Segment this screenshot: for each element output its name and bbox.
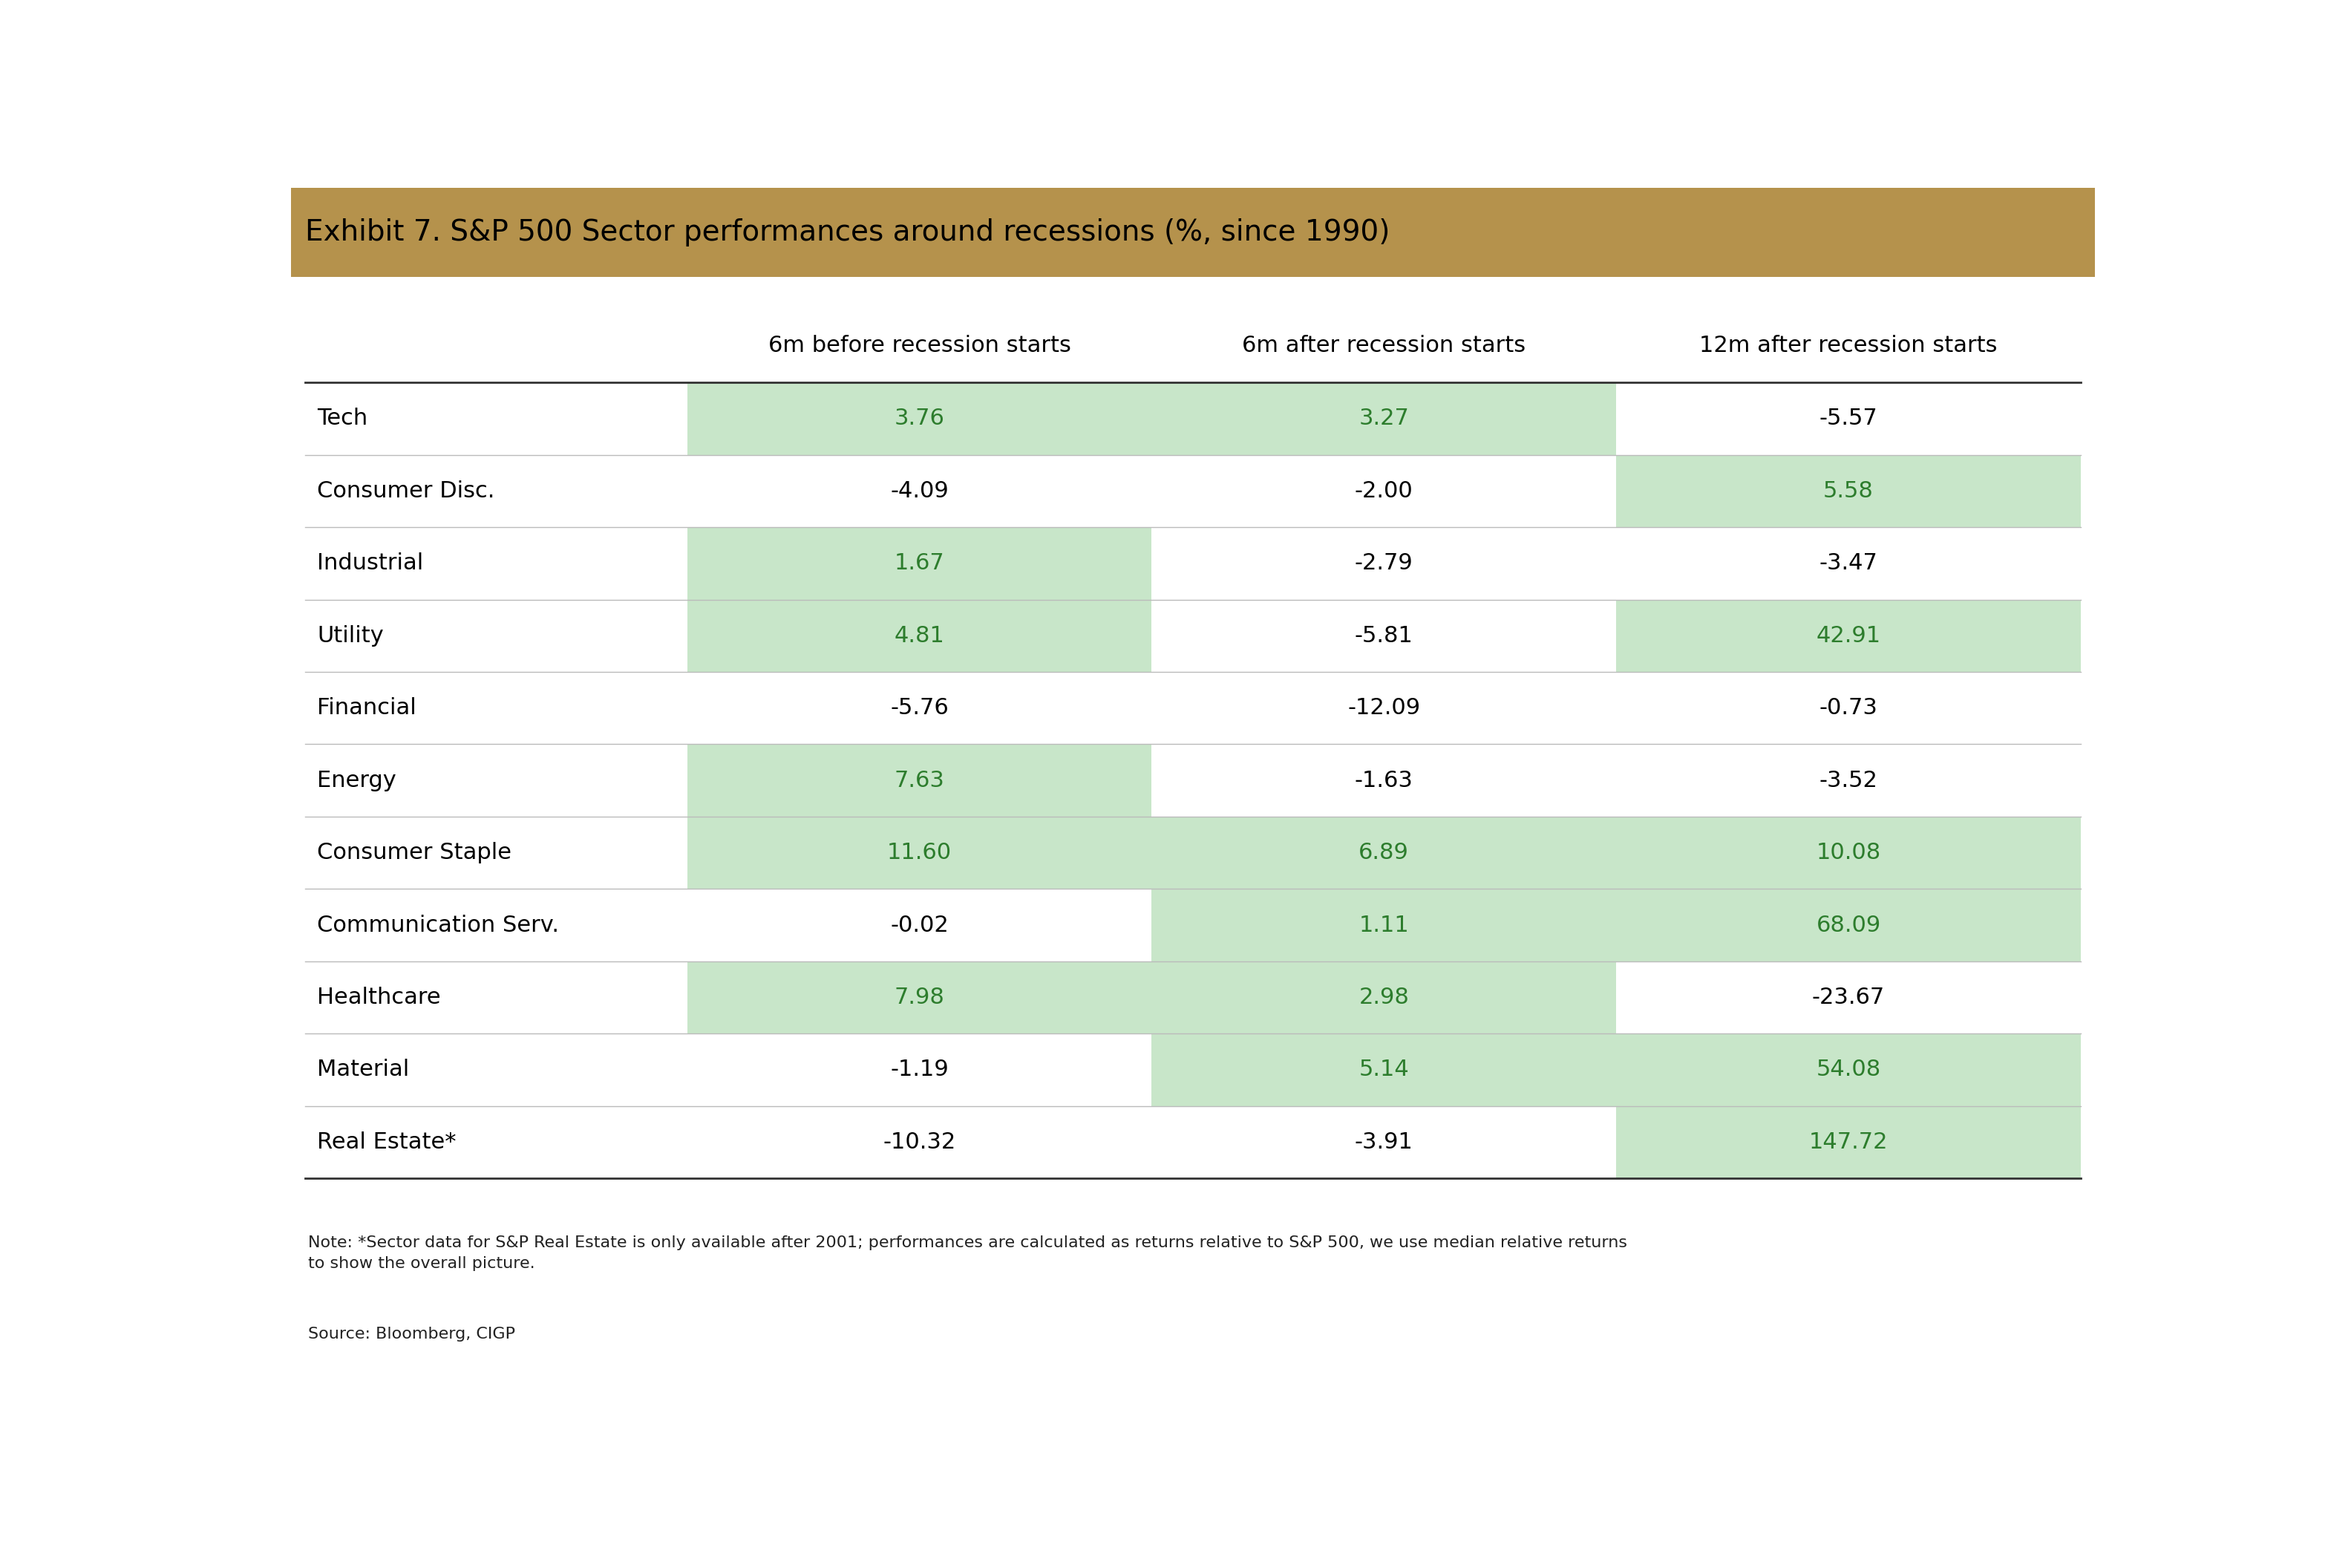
- Text: Financial: Financial: [317, 698, 417, 718]
- Text: 10.08: 10.08: [1816, 842, 1881, 864]
- FancyBboxPatch shape: [1616, 599, 2081, 673]
- FancyBboxPatch shape: [291, 188, 2095, 278]
- Text: -5.76: -5.76: [889, 698, 947, 718]
- Text: -2.79: -2.79: [1355, 552, 1413, 574]
- Text: -5.81: -5.81: [1355, 626, 1413, 646]
- Text: 11.60: 11.60: [887, 842, 952, 864]
- FancyBboxPatch shape: [687, 961, 1152, 1033]
- Text: Utility: Utility: [317, 626, 384, 646]
- FancyBboxPatch shape: [687, 599, 1152, 673]
- Text: 2.98: 2.98: [1360, 986, 1408, 1008]
- Text: Material: Material: [317, 1058, 410, 1080]
- Text: 3.27: 3.27: [1360, 408, 1408, 430]
- Text: 5.58: 5.58: [1823, 480, 1874, 502]
- Text: 7.63: 7.63: [894, 770, 945, 792]
- Text: 42.91: 42.91: [1816, 626, 1881, 646]
- Text: 54.08: 54.08: [1816, 1058, 1881, 1080]
- Text: Exhibit 7. S&P 500 Sector performances around recessions (%, since 1990): Exhibit 7. S&P 500 Sector performances a…: [305, 218, 1390, 246]
- FancyBboxPatch shape: [1152, 383, 1616, 455]
- Text: -2.00: -2.00: [1355, 480, 1413, 502]
- Text: Consumer Disc.: Consumer Disc.: [317, 480, 494, 502]
- FancyBboxPatch shape: [1616, 817, 2081, 889]
- Text: -0.73: -0.73: [1818, 698, 1879, 718]
- Text: -1.63: -1.63: [1355, 770, 1413, 792]
- FancyBboxPatch shape: [1616, 455, 2081, 527]
- Text: 68.09: 68.09: [1816, 914, 1881, 936]
- FancyBboxPatch shape: [1616, 889, 2081, 961]
- Text: 5.14: 5.14: [1360, 1058, 1408, 1080]
- Text: 6m before recession starts: 6m before recession starts: [768, 334, 1071, 356]
- Text: -3.47: -3.47: [1818, 552, 1879, 574]
- Text: -3.91: -3.91: [1355, 1132, 1413, 1152]
- FancyBboxPatch shape: [687, 527, 1152, 599]
- FancyBboxPatch shape: [1152, 961, 1616, 1033]
- Text: 7.98: 7.98: [894, 986, 945, 1008]
- Text: Energy: Energy: [317, 770, 396, 792]
- Text: Consumer Staple: Consumer Staple: [317, 842, 512, 864]
- FancyBboxPatch shape: [1616, 1105, 2081, 1178]
- Text: 6.89: 6.89: [1360, 842, 1408, 864]
- Text: Communication Serv.: Communication Serv.: [317, 914, 559, 936]
- Text: Real Estate*: Real Estate*: [317, 1132, 456, 1152]
- Text: 3.76: 3.76: [894, 408, 945, 430]
- Text: Healthcare: Healthcare: [317, 986, 440, 1008]
- FancyBboxPatch shape: [1152, 889, 1616, 961]
- Text: Source: Bloomberg, CIGP: Source: Bloomberg, CIGP: [307, 1327, 514, 1342]
- Text: -0.02: -0.02: [889, 914, 947, 936]
- FancyBboxPatch shape: [1152, 1033, 1616, 1105]
- Text: -12.09: -12.09: [1348, 698, 1420, 718]
- Text: -10.32: -10.32: [882, 1132, 957, 1152]
- Text: Tech: Tech: [317, 408, 368, 430]
- Text: -1.19: -1.19: [889, 1058, 947, 1080]
- Text: 6m after recession starts: 6m after recession starts: [1243, 334, 1525, 356]
- Text: 12m after recession starts: 12m after recession starts: [1699, 334, 1997, 356]
- Text: -23.67: -23.67: [1811, 986, 1886, 1008]
- FancyBboxPatch shape: [687, 817, 1152, 889]
- Text: 147.72: 147.72: [1809, 1132, 1888, 1152]
- FancyBboxPatch shape: [1152, 817, 1616, 889]
- Text: 4.81: 4.81: [894, 626, 945, 646]
- Text: -3.52: -3.52: [1818, 770, 1879, 792]
- FancyBboxPatch shape: [687, 383, 1152, 455]
- Text: -5.57: -5.57: [1818, 408, 1879, 430]
- Text: 1.67: 1.67: [894, 552, 945, 574]
- Text: Note: *Sector data for S&P Real Estate is only available after 2001; performance: Note: *Sector data for S&P Real Estate i…: [307, 1236, 1627, 1272]
- FancyBboxPatch shape: [687, 745, 1152, 817]
- Text: 1.11: 1.11: [1360, 914, 1408, 936]
- Text: -4.09: -4.09: [889, 480, 947, 502]
- Text: Industrial: Industrial: [317, 552, 424, 574]
- FancyBboxPatch shape: [1616, 1033, 2081, 1105]
